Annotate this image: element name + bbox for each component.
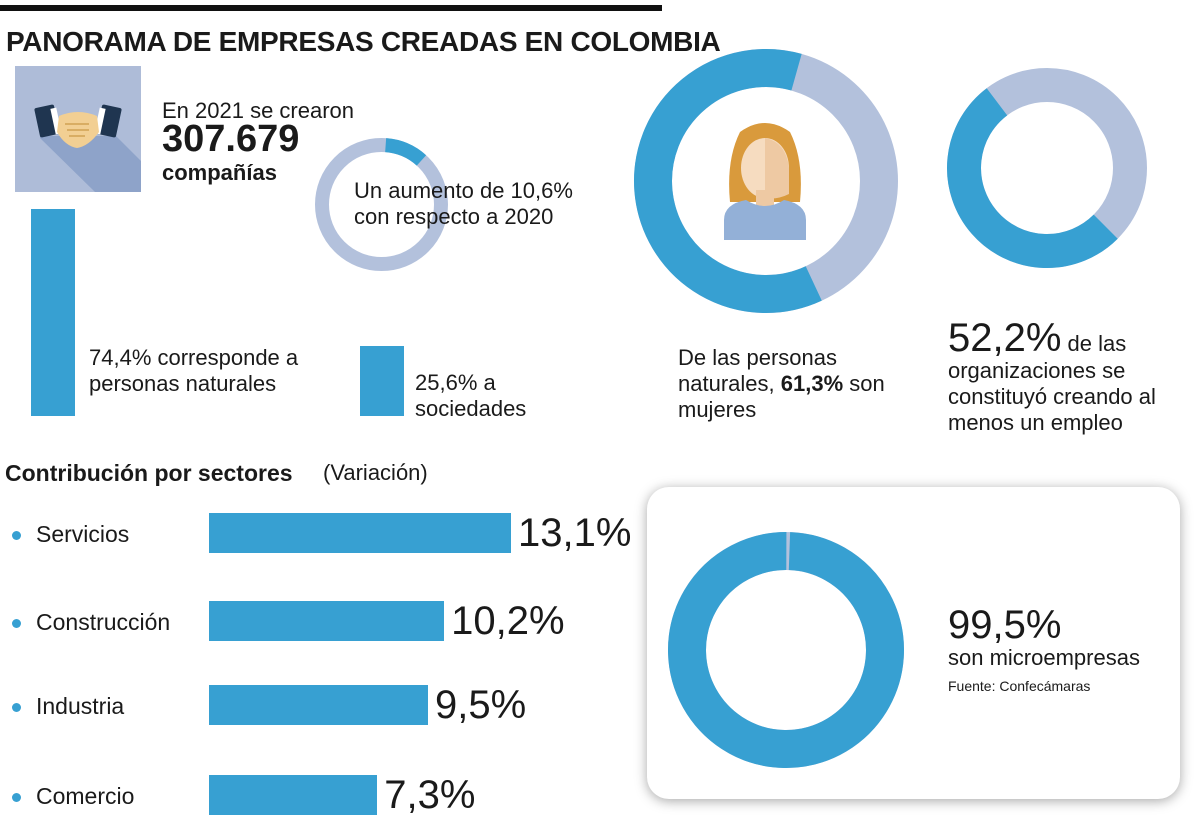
sector-bar — [209, 775, 378, 815]
bullet-icon — [12, 531, 21, 540]
sector-label: Servicios — [36, 521, 130, 547]
created-number: 307.679 — [162, 118, 300, 160]
sector-label: Industria — [36, 693, 125, 719]
increase-donut — [315, 138, 448, 271]
sector-value-label: 13,1% — [518, 511, 632, 555]
created-intro: En 2021 se crearon — [162, 98, 355, 123]
sector-bar — [209, 513, 511, 553]
naturales-bar — [31, 209, 75, 416]
sociedades-bar — [360, 346, 404, 416]
women-label: De las personas naturales, 61,3% son muj… — [678, 345, 888, 423]
sector-value-label: 9,5% — [435, 683, 527, 727]
employment-segment — [947, 88, 1118, 268]
source-note: Fuente: Confecámaras — [948, 678, 1091, 694]
naturales-label: 74,4% corresponde a personas naturales — [89, 345, 299, 396]
employment-text: de las organizaciones se constituyó crea… — [948, 331, 1156, 435]
sector-bar — [209, 601, 445, 641]
sector-label: Construcción — [36, 609, 171, 635]
employment-donut — [947, 68, 1147, 268]
bullet-icon — [12, 619, 21, 628]
sociedades-label: 25,6% a sociedades — [415, 370, 527, 421]
micro-pct: 99,5% — [948, 603, 1062, 647]
micro-donut — [668, 532, 904, 768]
women-segment — [634, 49, 822, 313]
increase-track — [315, 138, 448, 271]
women-text-after: son mujeres — [678, 371, 885, 422]
top-rule — [0, 5, 662, 11]
micro-segment — [668, 532, 904, 768]
sector-label: Comercio — [36, 783, 135, 809]
chart-title: Contribución por sectores — [5, 460, 293, 486]
handshake-illustration — [15, 66, 141, 192]
created-outro: compañías — [162, 160, 277, 185]
sector-bar — [209, 685, 428, 725]
employment-pct: 52,2% — [948, 316, 1062, 360]
sector-value-label: 7,3% — [384, 773, 476, 817]
women-donut — [634, 49, 898, 313]
chart-subtitle: (Variación) — [323, 460, 428, 485]
employment-label: 52,2% de las organizaciones se constituy… — [948, 318, 1188, 436]
bullet-icon — [12, 703, 21, 712]
handshake-icon — [34, 104, 141, 192]
woman-icon — [724, 123, 806, 240]
increase-segment — [384, 138, 427, 166]
increase-label: Un aumento de 10,6% con respecto a 2020 — [354, 178, 573, 229]
page-title: PANORAMA DE EMPRESAS CREADAS EN COLOMBIA — [6, 26, 721, 57]
women-text-before: De las personas naturales, — [678, 345, 837, 396]
sector-value-label: 10,2% — [451, 599, 565, 643]
bullet-icon — [12, 793, 21, 802]
micro-label: son microempresas — [948, 645, 1140, 670]
women-pct: 61,3% — [780, 371, 844, 396]
